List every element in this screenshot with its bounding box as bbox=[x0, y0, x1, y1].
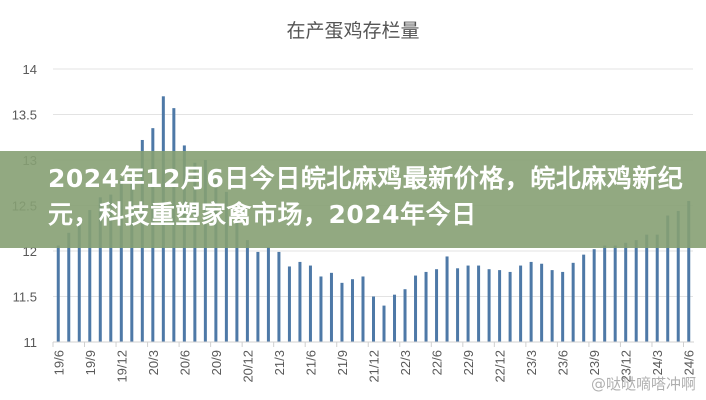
x-tick-label: 24/6 bbox=[682, 350, 697, 375]
x-tick-label: 23/3 bbox=[524, 350, 539, 375]
headline-banner: 2024年12月6日今日皖北麻鸡最新价格，皖北麻鸡新纪元，科技重塑家禽市场，20… bbox=[0, 151, 706, 248]
x-tick-label: 20/3 bbox=[146, 350, 161, 375]
bar-22/10 bbox=[477, 265, 481, 342]
bar-20/1 bbox=[130, 180, 134, 342]
y-tick-label: 13.5 bbox=[12, 108, 37, 123]
bar-21/10 bbox=[350, 279, 354, 342]
x-tick-label: 20/12 bbox=[240, 350, 255, 383]
bar-21/3 bbox=[277, 251, 281, 342]
chart-title: 在产蛋鸡存栏量 bbox=[286, 20, 419, 42]
bar-22/6 bbox=[435, 269, 439, 342]
bar-21/5 bbox=[298, 261, 302, 342]
x-tick-label: 24/3 bbox=[650, 350, 665, 375]
bar-19/11 bbox=[109, 194, 113, 342]
bar-20/9 bbox=[214, 180, 218, 342]
bar-22/2 bbox=[393, 294, 397, 342]
bar-23/10 bbox=[603, 245, 607, 342]
bar-20/10 bbox=[224, 191, 228, 342]
bar-20/11 bbox=[235, 214, 239, 342]
bar-21/7 bbox=[319, 276, 323, 342]
bar-24/2 bbox=[645, 234, 649, 342]
bar-23/3 bbox=[529, 261, 533, 342]
x-tick-label: 22/3 bbox=[398, 350, 413, 375]
bar-23/12 bbox=[624, 242, 628, 342]
x-tick-label: 22/9 bbox=[461, 350, 476, 375]
bar-23/9 bbox=[592, 249, 596, 342]
bar-19/8 bbox=[77, 220, 81, 342]
bar-22/8 bbox=[456, 268, 460, 342]
bar-24/5 bbox=[676, 210, 680, 342]
x-tick-label: 21/12 bbox=[367, 350, 382, 383]
bar-21/2 bbox=[266, 247, 270, 342]
bar-24/1 bbox=[634, 240, 638, 342]
bar-23/4 bbox=[540, 263, 544, 342]
bar-23/2 bbox=[519, 265, 523, 342]
bar-23/11 bbox=[613, 245, 617, 342]
bar-22/5 bbox=[424, 271, 428, 342]
x-tick-label: 21/3 bbox=[272, 350, 287, 375]
x-tick-label: 22/12 bbox=[493, 350, 508, 383]
bar-23/1 bbox=[508, 271, 512, 342]
x-tick-label: 23/12 bbox=[619, 350, 634, 383]
bar-19/6 bbox=[56, 245, 60, 342]
bar-19/7 bbox=[67, 232, 71, 342]
bar-23/7 bbox=[571, 262, 575, 342]
bar-20/7 bbox=[193, 162, 197, 342]
bar-21/11 bbox=[361, 276, 365, 342]
bar-22/7 bbox=[445, 256, 449, 342]
watermark: @哒哒嘀嗒冲啊 bbox=[590, 375, 696, 393]
bar-21/4 bbox=[287, 266, 291, 342]
bar-22/9 bbox=[466, 265, 470, 342]
bar-19/10 bbox=[98, 197, 102, 342]
bar-19/12 bbox=[119, 178, 123, 342]
bar-19/9 bbox=[88, 210, 92, 342]
headline-text: 2024年12月6日今日皖北麻鸡最新价格，皖北麻鸡新纪元，科技重塑家禽市场，20… bbox=[48, 164, 684, 229]
bar-22/3 bbox=[403, 289, 407, 342]
x-tick-label: 23/9 bbox=[587, 350, 602, 375]
bar-24/4 bbox=[666, 215, 670, 342]
x-tick-label: 22/6 bbox=[430, 350, 445, 375]
x-tick-label: 20/9 bbox=[209, 350, 224, 375]
bar-22/4 bbox=[414, 275, 418, 342]
x-tick-label: 19/12 bbox=[114, 350, 129, 383]
bar-23/6 bbox=[561, 271, 565, 342]
bar-21/12 bbox=[372, 296, 375, 342]
bar-24/3 bbox=[655, 234, 659, 342]
x-tick-label: 19/6 bbox=[51, 350, 66, 375]
bar-21/8 bbox=[329, 272, 333, 342]
bar-21/1 bbox=[256, 251, 260, 342]
bar-21/9 bbox=[340, 282, 344, 342]
bar-21/6 bbox=[308, 265, 312, 342]
bar-23/5 bbox=[550, 270, 554, 342]
bar-22/1 bbox=[382, 305, 386, 342]
bar-24/6 bbox=[687, 200, 691, 342]
x-tick-label: 23/6 bbox=[556, 350, 571, 375]
bar-20/8 bbox=[203, 160, 207, 342]
x-tick-label: 21/6 bbox=[303, 350, 318, 375]
bar-22/11 bbox=[487, 269, 491, 342]
x-tick-label: 21/9 bbox=[335, 350, 350, 375]
x-axis: 19/6 19/9 19/12 20/3 20/6 20/9 20/12 21/3 21/6 21… bbox=[51, 341, 697, 383]
y-tick-label: 14 bbox=[23, 62, 37, 77]
bar-23/8 bbox=[582, 254, 586, 342]
y-tick-label: 11 bbox=[24, 335, 38, 350]
x-tick-label: 20/6 bbox=[177, 350, 192, 375]
y-tick-label: 11.5 bbox=[13, 290, 37, 305]
x-tick-label: 19/9 bbox=[83, 350, 98, 375]
bar-22/12 bbox=[498, 270, 502, 342]
bar-20/12 bbox=[245, 240, 249, 342]
